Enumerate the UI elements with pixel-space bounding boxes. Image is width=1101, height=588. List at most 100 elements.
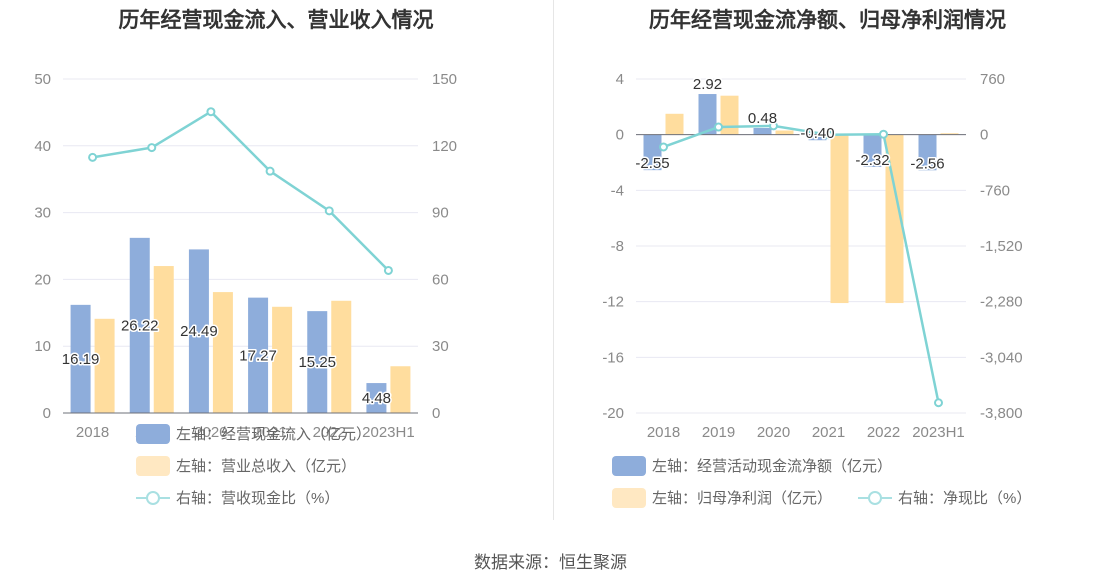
right-axis-tick-label: -760 [980, 182, 1010, 199]
left-axis-tick-label: 10 [34, 338, 51, 355]
data-label: -2.56 [910, 155, 944, 172]
data-label: 26.22 [121, 317, 159, 334]
x-axis-tick-label: 2021 [253, 424, 286, 441]
legend-item-revenue[interactable]: 左轴：营业总收入（亿元） [136, 455, 356, 476]
bar [720, 95, 739, 135]
left-axis-tick-label: 4 [616, 71, 624, 88]
left-axis-tick-label: -16 [602, 349, 624, 366]
line-point [265, 166, 275, 176]
legend-swatch-blue [612, 455, 646, 476]
legend-line-cyan-icon [136, 488, 170, 508]
bar [808, 134, 827, 141]
left-chart-panel: 历年经营现金流入、营业收入情况 0 10 20 30 40 50 0 30 60 90 120 150… [0, 0, 552, 520]
left-axis-tick-label: 50 [34, 71, 51, 88]
x-axis-tick-label: 2018 [647, 424, 680, 441]
bar [863, 134, 882, 167]
line-series [663, 124, 940, 403]
right-chart-title: 历年经营现金流净额、归母净利润情况 [649, 9, 1006, 32]
bar [70, 304, 91, 413]
line-point [88, 152, 98, 162]
right-axis-tick-label: 120 [432, 138, 457, 155]
bar [753, 127, 772, 135]
line-point [383, 265, 393, 275]
right-axis-tick-label: -2,280 [980, 294, 1023, 311]
bar [94, 318, 115, 413]
right-axis-tick-label: 150 [432, 71, 457, 88]
data-label: 17.27 [239, 347, 277, 364]
bar [212, 292, 233, 413]
panel-divider [553, 0, 554, 520]
right-axis-tick-label: 60 [432, 271, 449, 288]
legend-label: 左轴：经营现金流入（亿元） [176, 426, 372, 443]
bar [153, 266, 174, 413]
data-label: 2.92 [693, 76, 722, 93]
legend-swatch-blue [136, 423, 170, 444]
legend-label: 左轴：归母净利润（亿元） [652, 490, 833, 507]
x-axis-tick-label: 2023H1 [362, 424, 415, 441]
bar [307, 311, 328, 413]
legend-item-net-profit[interactable]: 左轴：归母净利润（亿元） [612, 487, 832, 508]
legend-label: 右轴：营收现金比（%） [176, 490, 340, 507]
line-point [714, 122, 723, 132]
line-point [147, 143, 157, 153]
bar [830, 134, 849, 304]
legend-line-cyan-icon [858, 488, 892, 508]
legend-item-cash-ratio[interactable]: 右轴：净现比（%） [858, 487, 1031, 508]
right-axis-tick-label: 760 [980, 71, 1005, 88]
data-label: 15.25 [298, 354, 336, 371]
line-point [659, 142, 668, 152]
legend-swatch-orange [136, 455, 170, 476]
left-axis-tick-label: 30 [34, 205, 51, 222]
data-label: 4.48 [362, 390, 391, 407]
bar [885, 134, 904, 304]
x-axis-tick-label: 2023H1 [912, 424, 965, 441]
right-chart-plot: 4 0 -4 -8 -12 -16 -20 760 0 -760 -1,520 -2,280 -3,04… [602, 71, 1023, 441]
legend-label: 左轴：营业总收入（亿元） [176, 458, 357, 475]
data-label: 0.48 [748, 110, 777, 127]
right-axis-tick-label: -1,520 [980, 238, 1023, 255]
bar [940, 133, 959, 135]
left-axis-tick-label: -8 [611, 238, 624, 255]
right-axis-tick-label: -3,040 [980, 349, 1023, 366]
bar [698, 94, 717, 135]
bar [390, 366, 411, 413]
bar [272, 306, 293, 413]
left-chart-title: 历年经营现金流入、营业收入情况 [118, 9, 434, 32]
legend-label: 左轴：经营活动现金流净额（亿元） [652, 458, 893, 475]
x-axis-tick-label: 2021 [812, 424, 845, 441]
data-label: 16.19 [62, 351, 100, 368]
right-axis-tick-label: 90 [432, 205, 449, 222]
right-axis-tick-label: 0 [432, 405, 440, 422]
bar [775, 130, 794, 135]
bar [643, 134, 662, 171]
right-chart-panel: 历年经营现金流净额、归母净利润情况 4 0 -4 -8 -12 -16 -20 760 0 -76… [554, 0, 1101, 520]
legend-item-net-cash-flow[interactable]: 左轴：经营活动现金流净额（亿元） [612, 455, 892, 476]
bar [366, 383, 387, 413]
left-axis-tick-label: 40 [34, 138, 51, 155]
left-axis-tick-label: 0 [616, 127, 624, 144]
left-axis-tick-label: 20 [34, 271, 51, 288]
line-point [824, 130, 833, 140]
x-axis-tick-label: 2018 [76, 424, 109, 441]
left-axis-tick-label: 0 [43, 405, 51, 422]
left-axis-tick-label: -20 [602, 405, 624, 422]
data-label: -0.40 [800, 125, 834, 142]
x-axis-tick-label: 2022 [867, 424, 900, 441]
x-axis-tick-label: 2022 [313, 424, 346, 441]
bar [665, 113, 684, 135]
line-point [324, 206, 334, 216]
legend-item-ratio[interactable]: 右轴：营收现金比（%） [136, 487, 339, 508]
data-label: 24.49 [180, 323, 218, 340]
line-point [879, 129, 888, 139]
bar [188, 249, 209, 413]
right-axis-tick-label: 0 [980, 127, 988, 144]
x-axis-tick-label: 2020 [194, 424, 227, 441]
left-axis-tick-label: -12 [602, 294, 624, 311]
bar [918, 134, 937, 171]
data-source-note: 数据来源：恒生聚源 [474, 553, 627, 572]
left-chart-plot: 0102030405003060901201502018201920202021… [34, 71, 457, 441]
legend-item-cash-inflow[interactable]: 左轴：经营现金流入（亿元） [136, 423, 371, 444]
line-series [92, 110, 390, 272]
x-axis-tick-label: 2019 [702, 424, 735, 441]
line-point [769, 121, 778, 131]
